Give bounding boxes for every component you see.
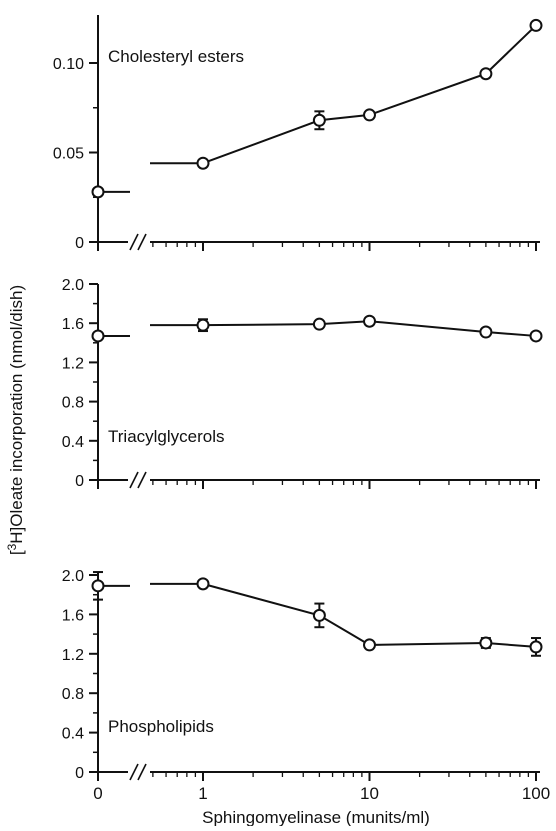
data-point xyxy=(529,329,543,343)
y-tick-label: 0.4 xyxy=(62,726,84,743)
axis-break-mark-1 xyxy=(129,471,139,489)
data-point xyxy=(479,636,493,650)
data-point xyxy=(363,108,376,122)
panel-title: Triacylglycerols xyxy=(108,427,225,446)
y-tick-label: 1.2 xyxy=(62,355,84,372)
panel-title: Phospholipids xyxy=(108,717,214,736)
y-tick-label: 2.0 xyxy=(62,277,84,294)
y-tick-label: 0 xyxy=(75,235,84,252)
x-tick-label: 0 xyxy=(93,784,102,803)
y-tick-label: 0.05 xyxy=(53,146,84,163)
y-tick-label: 1.6 xyxy=(62,316,84,333)
y-tick-label: 0.4 xyxy=(62,434,84,451)
axis-break-mark-2 xyxy=(129,763,139,781)
y-axis-label-prefix: [ xyxy=(7,550,26,555)
x-tick-label: 10 xyxy=(360,784,379,803)
y-tick-label: 2.0 xyxy=(62,568,84,585)
data-point xyxy=(196,577,210,591)
data-point xyxy=(363,314,376,328)
y-tick-label: 0.8 xyxy=(62,395,84,412)
data-point xyxy=(91,329,105,343)
data-point xyxy=(196,318,210,332)
axis-break-mark-1 xyxy=(137,471,147,489)
y-axis-label-suffix: H]Oleate incorporation (nmol/dish) xyxy=(7,285,26,544)
axis-break-mark-2 xyxy=(137,763,147,781)
data-point xyxy=(91,185,105,199)
data-point xyxy=(196,156,210,170)
series-line xyxy=(202,24,537,165)
y-tick-label: 0.10 xyxy=(53,56,84,73)
data-point xyxy=(529,640,543,654)
data-point xyxy=(312,317,326,331)
x-tick-label: 100 xyxy=(522,784,550,803)
x-tick-label: 1 xyxy=(198,784,207,803)
data-point xyxy=(363,638,376,652)
panel-title: Cholesteryl esters xyxy=(108,47,244,66)
y-axis-label: [3H]Oleate incorporation (nmol/dish) xyxy=(5,285,26,555)
data-point xyxy=(312,608,326,622)
axis-break-mark-0 xyxy=(129,233,139,251)
y-axis-label-superscript: 3 xyxy=(5,543,19,550)
data-point xyxy=(529,18,543,32)
y-tick-label: 0 xyxy=(75,473,84,490)
y-tick-label: 1.2 xyxy=(62,647,84,664)
data-point xyxy=(312,113,326,127)
data-point xyxy=(479,325,493,339)
x-axis-label: Sphingomyelinase (munits/ml) xyxy=(202,808,430,826)
y-tick-label: 0 xyxy=(75,765,84,782)
y-tick-label: 0.8 xyxy=(62,686,84,703)
y-tick-label: 1.6 xyxy=(62,607,84,624)
data-point xyxy=(91,579,105,593)
axis-break-mark-0 xyxy=(137,233,147,251)
data-point xyxy=(479,67,493,81)
